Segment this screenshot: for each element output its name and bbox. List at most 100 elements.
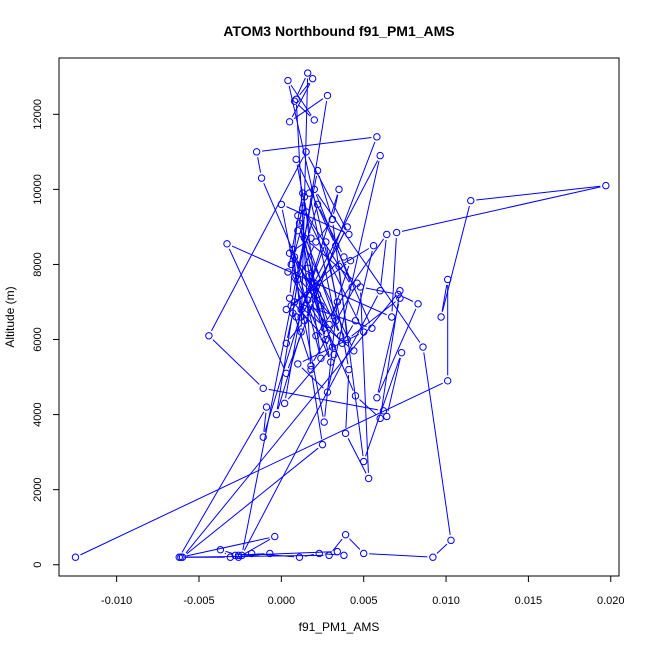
series-segment — [292, 310, 310, 361]
series-segment — [298, 164, 334, 241]
data-point — [323, 388, 332, 396]
series-segment — [293, 254, 320, 354]
series-layer — [71, 69, 610, 561]
series-segment — [296, 77, 306, 97]
x-tick-label: -0.010 — [101, 595, 132, 607]
series-segment — [298, 104, 311, 117]
series-segment — [308, 273, 321, 353]
data-point — [313, 290, 322, 299]
plot-area-frame — [58, 57, 620, 577]
data-point — [343, 223, 351, 231]
data-point — [302, 148, 310, 156]
series-segment — [359, 399, 377, 416]
y-axis-label: Altitude (m) — [3, 286, 17, 347]
data-point — [271, 532, 279, 541]
data-point — [312, 238, 320, 246]
series-segment — [244, 551, 332, 556]
series-segment — [315, 194, 351, 283]
data-point — [231, 551, 239, 560]
data-point — [360, 457, 368, 466]
data-point — [216, 546, 225, 554]
series-segment — [387, 357, 401, 412]
data-point — [364, 474, 373, 483]
data-point — [280, 399, 289, 408]
data-point — [300, 234, 309, 242]
series-segment — [287, 350, 330, 400]
data-point — [328, 215, 337, 224]
x-tick-label: 0.005 — [350, 595, 378, 607]
data-point — [360, 549, 368, 558]
data-point — [294, 211, 302, 220]
data-point — [223, 240, 231, 248]
x-tick-label: 0.010 — [432, 595, 460, 607]
data-point — [369, 241, 378, 250]
data-point — [396, 294, 404, 302]
data-point — [226, 553, 234, 561]
data-point — [341, 429, 350, 438]
data-point — [175, 553, 183, 561]
series-segment — [263, 412, 267, 432]
data-point — [285, 294, 294, 302]
series-segment — [349, 538, 361, 550]
data-point — [292, 95, 300, 103]
series-segment — [211, 156, 304, 332]
series-segment — [185, 294, 397, 554]
series-segment — [262, 137, 372, 152]
series-segment — [212, 339, 260, 385]
data-point — [345, 230, 353, 239]
series-segment — [332, 538, 343, 552]
data-point — [252, 148, 261, 156]
series-segment — [286, 318, 293, 339]
data-point — [317, 354, 325, 362]
series-segment — [294, 260, 341, 303]
data-point — [287, 302, 295, 310]
series-segment — [380, 239, 387, 286]
data-point — [284, 268, 292, 276]
data-point — [376, 151, 384, 160]
data-point — [277, 200, 286, 209]
y-tick-label: 2000 — [32, 477, 44, 501]
series-segment — [300, 228, 313, 286]
data-point — [259, 433, 267, 441]
data-point — [310, 279, 318, 287]
data-point — [437, 313, 445, 321]
data-point — [313, 166, 322, 175]
series-segment — [339, 271, 348, 335]
data-point — [284, 76, 292, 85]
data-point — [248, 549, 256, 558]
series-segment — [343, 248, 370, 264]
data-point — [327, 358, 335, 366]
data-point — [294, 275, 302, 284]
data-point — [262, 403, 271, 411]
series-segment — [293, 98, 324, 120]
series-segment — [365, 357, 401, 457]
series-segment — [365, 287, 393, 294]
data-point — [304, 264, 312, 272]
data-point — [351, 317, 360, 325]
series-segment — [337, 250, 371, 324]
series-segment — [347, 438, 367, 474]
data-point — [325, 551, 333, 560]
y-tick-label: 0 — [32, 562, 44, 568]
data-point — [447, 536, 455, 545]
data-point — [333, 547, 342, 556]
data-point — [71, 553, 80, 561]
data-point — [307, 365, 315, 374]
x-tick-label: -0.005 — [183, 595, 214, 607]
data-point — [368, 324, 376, 332]
series-segment — [225, 550, 234, 555]
data-point — [383, 412, 391, 421]
data-point — [396, 287, 404, 295]
series-segment — [277, 337, 301, 410]
data-point — [429, 553, 437, 561]
data-point — [340, 551, 348, 560]
data-point — [315, 549, 323, 558]
data-point — [414, 300, 422, 308]
data-point — [282, 369, 290, 378]
y-tick-label: 6000 — [32, 327, 44, 351]
data-point — [289, 309, 297, 317]
data-point — [373, 133, 381, 141]
data-point — [297, 328, 305, 336]
data-point — [305, 272, 314, 280]
data-point — [341, 531, 350, 539]
